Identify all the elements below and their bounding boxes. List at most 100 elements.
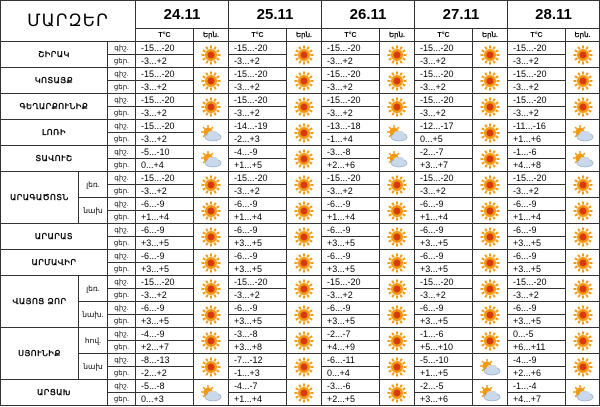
night-temp: -6...-9 — [228, 197, 287, 211]
day-temp: +3...+5 — [414, 314, 473, 328]
day-label: ցեր. — [107, 158, 136, 172]
region-name: ԳԵՂԱՐՔՈՒՆԻՔ — [0, 93, 108, 120]
sun-icon — [573, 279, 592, 298]
sun-icon — [480, 331, 500, 350]
day-temp: -3...+2 — [414, 184, 473, 198]
day-temp: -3...+2 — [135, 184, 194, 198]
sun-icon — [387, 331, 407, 350]
night-temp: -15...-20 — [135, 93, 194, 107]
sun-icon — [565, 249, 600, 276]
day-temp: -3...+2 — [507, 80, 566, 94]
day-temp: -3...+2 — [135, 54, 194, 68]
night-label: գիշ. — [107, 379, 136, 393]
sun-icon — [201, 279, 221, 298]
night-temp: -6...-9 — [414, 197, 473, 211]
day-temp: -3...+2 — [228, 288, 287, 302]
sun-icon — [294, 71, 314, 90]
sun-icon — [294, 383, 314, 402]
day-temp: -3...+2 — [228, 106, 287, 120]
sun-icon — [193, 197, 229, 224]
sun-icon — [480, 71, 500, 90]
day-temp: -3...+2 — [507, 288, 566, 302]
night-temp: -4...-9 — [135, 327, 194, 341]
sun-icon — [480, 253, 500, 272]
sun-icon — [565, 93, 600, 120]
table-row: ցեր. -2...+2 -1...+3 0...+4 +1...+5 +2...+6 — [1, 366, 600, 380]
day-temp: -3...+2 — [135, 106, 194, 120]
day-temp: 0...+5 — [414, 132, 473, 146]
sun-icon — [193, 249, 229, 276]
day-temp: -3...+2 — [228, 184, 287, 198]
sun-icon — [472, 93, 508, 120]
night-temp: -1...-6 — [507, 145, 566, 159]
sun-icon — [294, 123, 314, 142]
sun-icon — [480, 45, 500, 64]
sun-icon — [472, 223, 508, 250]
sun-icon — [573, 45, 592, 64]
sun-icon — [379, 301, 415, 328]
table-row: ԱՐՑԱԽ գիշ. -5...-8 -4...-7 -3...-6 -2...-5 -1.… — [0, 379, 600, 406]
day-temp: +1...+4 — [228, 392, 287, 406]
night-temp: -4...-9 — [507, 353, 566, 367]
region-name: ԱՐԱՐԱՏ — [0, 223, 108, 250]
night-temp: -15...-20 — [321, 171, 380, 185]
sun-icon — [565, 327, 600, 354]
night-label: գիշ. — [107, 41, 136, 55]
night-temp: -15...-20 — [228, 93, 287, 107]
sun-icon — [286, 145, 322, 172]
night-temp: -3...-6 — [321, 379, 380, 393]
sun-icon — [294, 331, 314, 350]
sun-cloud-icon — [572, 150, 593, 167]
night-temp: -15...-20 — [228, 41, 287, 55]
sun-icon — [472, 67, 508, 94]
sun-icon — [573, 357, 592, 376]
sun-icon — [286, 301, 322, 328]
night-label: գիշ. — [107, 275, 136, 289]
sun-cloud-icon — [193, 119, 229, 146]
sun-cloud-icon — [480, 384, 501, 401]
sun-icon — [193, 353, 229, 380]
day-temp: +2...+5 — [321, 392, 380, 406]
night-temp: -6...-9 — [507, 249, 566, 263]
night-label: գիշ. — [107, 145, 136, 159]
sun-icon — [286, 223, 322, 250]
night-temp: -6...-9 — [321, 249, 380, 263]
table-row: ցեր. +1...+4 +1...+4 +1...+4 +1...+4 +1...+4 — [1, 210, 600, 224]
night-temp: -15...-20 — [414, 93, 473, 107]
temp-header: T°C — [414, 28, 473, 42]
table-row: նախ. գիշ. -6...-9 -6...-9 -6...-9 -6...-9 -6..… — [1, 301, 600, 328]
sun-icon — [472, 327, 508, 354]
day-temp: +3...+7 — [414, 158, 473, 172]
sun-icon — [379, 67, 415, 94]
night-temp: -13...-18 — [321, 119, 380, 133]
day-temp: +3...+5 — [135, 236, 194, 250]
temp-header: T°C — [507, 28, 566, 42]
table-row: ԱՐՄԱՎԻՐ գիշ. -6...-9 -6...-9 -6...-9 -6...-9-… — [0, 249, 600, 276]
day-temp: +2...+6 — [321, 158, 380, 172]
sun-icon — [294, 201, 314, 220]
sun-icon — [294, 227, 314, 246]
sun-icon — [472, 171, 508, 198]
sun-icon — [480, 279, 500, 298]
day-temp: +2...+6 — [507, 366, 566, 380]
night-temp: -6...-9 — [321, 301, 380, 315]
day-label: ցեր. — [107, 340, 136, 354]
sun-icon — [379, 93, 415, 120]
region-name: ՍՅՈՒՆԻՔ — [0, 327, 79, 380]
region-name: ԱՐԱԳԱԾՈՏՆ — [0, 171, 79, 224]
table-row: ԼՈՌԻ գիշ. -15...-20 -14...-19 -13...-18 -12..… — [0, 119, 600, 146]
day-temp: +3...+5 — [507, 262, 566, 276]
sun-icon — [387, 175, 407, 194]
sun-cloud-icon — [379, 145, 415, 172]
sun-cloud-icon — [565, 119, 600, 146]
table-row: ԱՐԱՐԱՏ գիշ. -6...-9 -6...-9 -6...-9 -6...-9 -6… — [0, 223, 600, 250]
day-temp: +3...+5 — [228, 236, 287, 250]
day-temp: +6...+11 — [507, 340, 566, 354]
day-label: ցեր. — [107, 80, 136, 94]
day-temp: +3...+5 — [507, 314, 566, 328]
sun-icon — [573, 71, 592, 90]
table-row: ՎԱՅՈՑ ՁՈՐ լեռ. գիշ. -15...-20 -15...-20 -15..… — [0, 275, 600, 328]
sky-header: Երն. — [286, 28, 322, 42]
date-header-3: 26.11 — [321, 0, 415, 29]
sun-icon — [294, 45, 314, 64]
